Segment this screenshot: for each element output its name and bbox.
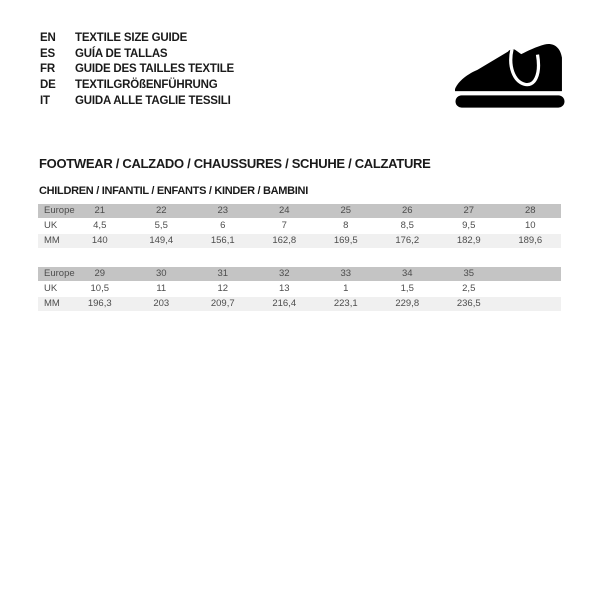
language-code: EN — [40, 32, 56, 44]
table-row-uk: UK 4,5 5,5 6 7 8 8,5 9,5 10 — [38, 218, 561, 234]
size-cell: 189,6 — [499, 233, 561, 248]
size-cell: 32 — [253, 267, 315, 282]
size-cell: 34 — [376, 267, 438, 282]
size-cell: 156,1 — [192, 233, 254, 248]
section-subtitle: CHILDREN / INFANTIL / ENFANTS / KINDER /… — [39, 185, 308, 197]
size-cell: 1 — [315, 281, 377, 297]
size-cell: 2,5 — [438, 281, 500, 297]
size-cell: 35 — [438, 267, 500, 282]
guide-title-en: TEXTILE SIZE GUIDE — [75, 32, 188, 44]
row-label: Europe — [38, 267, 75, 282]
size-cell: 6 — [192, 218, 254, 234]
size-cell: 149,4 — [130, 233, 192, 248]
language-code: ES — [40, 47, 55, 60]
size-cell: 4,5 — [69, 218, 131, 234]
size-cell: 1,5 — [376, 281, 438, 297]
size-cell: 23 — [192, 204, 254, 219]
size-cell: 162,8 — [253, 233, 315, 248]
size-cell: 236,5 — [438, 296, 500, 311]
size-cell: 25 — [315, 204, 377, 219]
size-cell: 31 — [192, 267, 254, 282]
size-cell: 28 — [499, 204, 561, 219]
language-code: IT — [40, 94, 50, 107]
size-cell: 216,4 — [253, 296, 315, 311]
size-table-1: Europe 21 22 23 24 25 26 27 28 UK 4,5 5,… — [38, 204, 561, 248]
table-row-mm: MM 140 149,4 156,1 162,8 169,5 176,2 182… — [38, 233, 561, 248]
size-cell: 196,3 — [69, 296, 131, 311]
size-cell: 203 — [130, 296, 192, 311]
size-cell: 30 — [130, 267, 192, 282]
language-list: EN TEXTILE SIZE GUIDE ES GUÍA DE TALLAS … — [40, 31, 234, 109]
table-row-europe: Europe 21 22 23 24 25 26 27 28 — [38, 204, 561, 219]
section-title: FOOTWEAR / CALZADO / CHAUSSURES / SCHUHE… — [39, 156, 431, 171]
language-row-de: DE TEXTILGRÖßENFÜHRUNG — [40, 78, 234, 94]
size-cell: 29 — [69, 267, 131, 282]
children-shoe-icon — [455, 42, 565, 108]
size-cell: 24 — [253, 204, 315, 219]
size-cell: 182,9 — [438, 233, 500, 248]
language-row-it: IT GUIDA ALLE TAGLIE TESSILI — [40, 94, 234, 110]
language-code: DE — [40, 79, 56, 92]
guide-title-it: GUIDA ALLE TAGLIE TESSILI — [75, 94, 231, 107]
row-label: MM — [38, 296, 69, 311]
size-cell: 5,5 — [130, 218, 192, 234]
size-cell: 209,7 — [192, 296, 254, 311]
size-cell: 176,2 — [376, 233, 438, 248]
size-cell: 33 — [315, 267, 377, 282]
size-cell — [499, 281, 561, 297]
row-label: UK — [38, 218, 69, 234]
size-cell: 7 — [253, 218, 315, 234]
table-row-mm: MM 196,3 203 209,7 216,4 223,1 229,8 236… — [38, 296, 561, 311]
size-table-2: Europe 29 30 31 32 33 34 35 UK 10,5 11 1… — [38, 267, 561, 311]
guide-title-fr: GUIDE DES TAILLES TEXTILE — [75, 63, 234, 76]
size-cell: 8,5 — [376, 218, 438, 234]
size-cell: 11 — [130, 281, 192, 297]
size-cell — [499, 296, 561, 311]
size-cell: 26 — [376, 204, 438, 219]
size-cell — [499, 267, 561, 282]
size-cell: 22 — [130, 204, 192, 219]
size-cell: 8 — [315, 218, 377, 234]
size-cell: 169,5 — [315, 233, 377, 248]
size-cell: 12 — [192, 281, 254, 297]
size-cell: 229,8 — [376, 296, 438, 311]
size-cell: 10 — [499, 218, 561, 234]
size-cell: 9,5 — [438, 218, 500, 234]
language-row-es: ES GUÍA DE TALLAS — [40, 47, 234, 63]
guide-title-es: GUÍA DE TALLAS — [75, 47, 168, 60]
row-label: UK — [38, 281, 69, 297]
size-cell: 13 — [253, 281, 315, 297]
language-row-en: EN TEXTILE SIZE GUIDE — [40, 31, 234, 47]
row-label: MM — [38, 233, 69, 248]
language-row-fr: FR GUIDE DES TAILLES TEXTILE — [40, 62, 234, 78]
table-row-europe: Europe 29 30 31 32 33 34 35 — [38, 267, 561, 282]
row-label: Europe — [38, 204, 75, 219]
size-cell: 10,5 — [69, 281, 131, 297]
size-cell: 27 — [438, 204, 500, 219]
size-cell: 223,1 — [315, 296, 377, 311]
size-cell: 21 — [69, 204, 131, 219]
guide-title-de: TEXTILGRÖßENFÜHRUNG — [75, 79, 218, 92]
size-cell: 140 — [69, 233, 131, 248]
language-code: FR — [40, 63, 55, 76]
table-row-uk: UK 10,5 11 12 13 1 1,5 2,5 — [38, 281, 561, 297]
